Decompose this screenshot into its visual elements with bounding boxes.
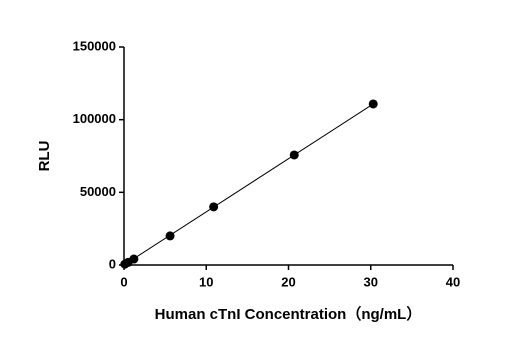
x-tick-label: 20: [281, 274, 295, 289]
point: [209, 202, 219, 212]
y-tick-label: 50000: [80, 184, 116, 199]
point: [289, 150, 299, 160]
y-axis-title: RLU: [36, 141, 53, 172]
x-tick-label: 30: [364, 274, 378, 289]
y-tick-label: 0: [109, 256, 116, 271]
trendline: [123, 103, 374, 266]
x-tick-label: 40: [446, 274, 460, 289]
x-tick-label: 10: [199, 274, 213, 289]
point: [368, 99, 378, 109]
x-tick-label: 0: [120, 274, 127, 289]
point: [165, 231, 175, 241]
point: [129, 254, 139, 264]
x-axis-title: Human cTnI Concentration（ng/mL）: [155, 305, 422, 323]
y-tick-label: 150000: [73, 38, 116, 53]
y-tick-label: 100000: [73, 111, 116, 126]
